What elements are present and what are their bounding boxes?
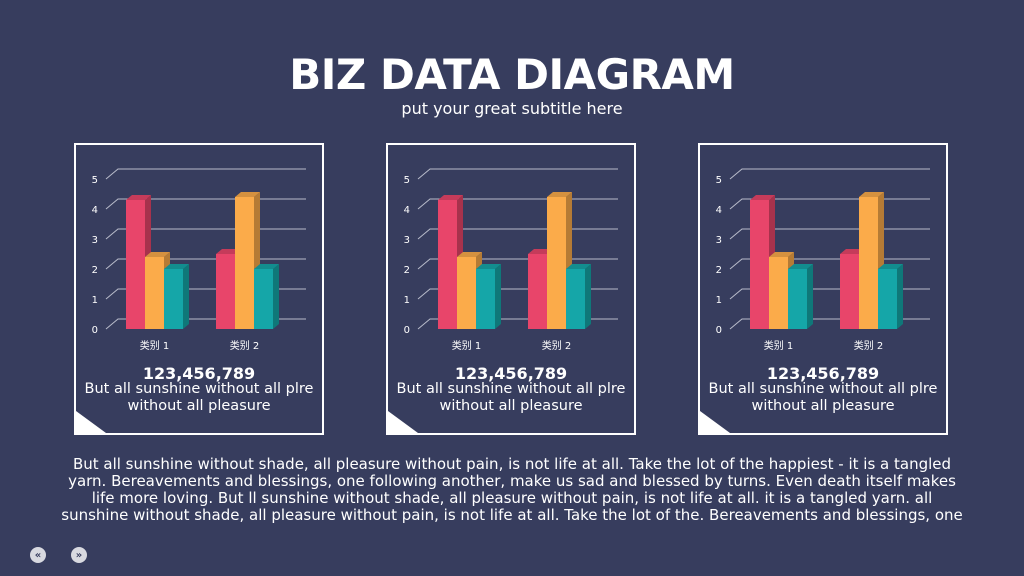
y-tick-label: 5 — [404, 175, 410, 186]
bar — [457, 257, 476, 329]
y-tick-label: 2 — [716, 265, 722, 276]
next-slide-button[interactable]: » — [71, 547, 87, 563]
bar — [878, 269, 897, 329]
body-paragraph: But all sunshine without shade, all plea… — [61, 455, 963, 524]
page-subtitle: put your great subtitle here — [401, 99, 623, 118]
x-category-label: 类别 1 — [140, 339, 170, 352]
bar-top — [566, 264, 591, 269]
card-value: 123,456,789 — [142, 364, 256, 383]
bar-top — [769, 252, 794, 257]
y-tick-label: 4 — [716, 205, 722, 216]
bar-side — [495, 264, 501, 329]
bar-top — [840, 249, 865, 254]
double-chevron-left-icon: « — [34, 549, 42, 561]
chart-card-1: 0 1 2 3 4 5 类别 1 类别 2 123,456,789 But all sunsh… — [74, 143, 324, 435]
y-tick-label: 3 — [716, 235, 722, 246]
bar — [476, 269, 495, 329]
bar-top — [750, 195, 775, 200]
bar-top — [547, 192, 572, 197]
bar-top — [254, 264, 279, 269]
bar-top — [528, 249, 553, 254]
y-tick-label: 5 — [92, 175, 98, 186]
bar-top — [859, 192, 884, 197]
page-curl-corner — [76, 411, 106, 433]
bar-side — [897, 264, 903, 329]
card-caption: But all sunshine without all plre withou… — [708, 381, 938, 414]
page-title: BIZ DATA DIAGRAM — [289, 50, 735, 99]
y-tick-label: 3 — [92, 235, 98, 246]
bar — [859, 197, 878, 329]
card-caption: But all sunshine without all plre withou… — [84, 381, 314, 414]
bar-top — [438, 195, 463, 200]
y-tick-label: 1 — [92, 295, 98, 306]
bar-top — [126, 195, 151, 200]
bar-top — [145, 252, 170, 257]
bar-top — [878, 264, 903, 269]
y-tick-label: 2 — [404, 265, 410, 276]
bar-side — [807, 264, 813, 329]
bar — [788, 269, 807, 329]
gridline — [417, 168, 618, 180]
x-category-label: 类别 1 — [764, 339, 794, 352]
bar-chart-3: 0 1 2 3 4 5 类别 1 类别 2 — [716, 168, 930, 352]
bar — [216, 254, 235, 329]
bar — [840, 254, 859, 329]
x-category-label: 类别 2 — [854, 339, 884, 352]
double-chevron-right-icon: » — [75, 549, 83, 561]
bar — [145, 257, 164, 329]
chart-card-2: 0 1 2 3 4 5 类别 1 类别 2 123,456,789 But all sunsh… — [386, 143, 636, 435]
page-curl-corner — [700, 411, 730, 433]
bar-top — [164, 264, 189, 269]
bar-chart-1: 0 1 2 3 4 5 类别 1 类别 2 — [92, 168, 306, 352]
bar-side — [585, 264, 591, 329]
bar — [164, 269, 183, 329]
bar — [750, 200, 769, 329]
y-tick-label: 0 — [92, 325, 98, 336]
bar — [547, 197, 566, 329]
y-tick-label: 3 — [404, 235, 410, 246]
bar — [126, 200, 145, 329]
card-value: 123,456,789 — [454, 364, 568, 383]
x-category-label: 类别 2 — [230, 339, 260, 352]
y-tick-label: 2 — [92, 265, 98, 276]
bar — [528, 254, 547, 329]
y-tick-label: 5 — [716, 175, 722, 186]
y-tick-label: 4 — [404, 205, 410, 216]
bar-top — [476, 264, 501, 269]
y-tick-label: 1 — [716, 295, 722, 306]
bar-side — [273, 264, 279, 329]
bar — [769, 257, 788, 329]
gridline — [729, 168, 930, 180]
bar — [438, 200, 457, 329]
bar-top — [216, 249, 241, 254]
card-caption: But all sunshine without all plre withou… — [396, 381, 626, 414]
gridline — [105, 168, 306, 180]
bar-side — [183, 264, 189, 329]
x-category-label: 类别 1 — [452, 339, 482, 352]
y-tick-label: 0 — [404, 325, 410, 336]
bar — [254, 269, 273, 329]
card-value: 123,456,789 — [766, 364, 880, 383]
bar-top — [457, 252, 482, 257]
bar — [235, 197, 254, 329]
page-curl-corner — [388, 411, 418, 433]
bar-chart-2: 0 1 2 3 4 5 类别 1 类别 2 — [404, 168, 618, 352]
y-tick-label: 1 — [404, 295, 410, 306]
bar-top — [235, 192, 260, 197]
chart-card-3: 0 1 2 3 4 5 类别 1 类别 2 123,456,789 But all sunsh… — [698, 143, 948, 435]
previous-slide-button[interactable]: « — [30, 547, 46, 563]
y-tick-label: 0 — [716, 325, 722, 336]
x-category-label: 类别 2 — [542, 339, 572, 352]
bar — [566, 269, 585, 329]
y-tick-label: 4 — [92, 205, 98, 216]
bar-top — [788, 264, 813, 269]
